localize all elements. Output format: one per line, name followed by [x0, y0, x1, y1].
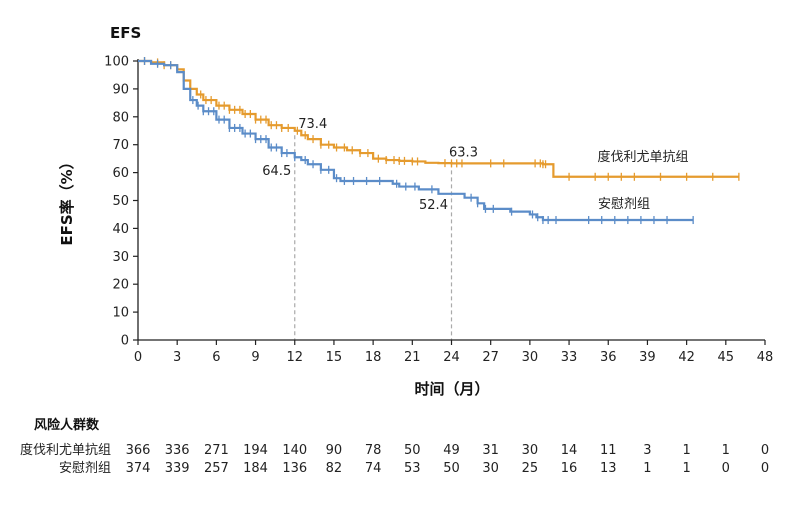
risk-count: 11	[600, 443, 617, 458]
annotation-label: 73.4	[298, 117, 327, 132]
y-tick-label: 60	[112, 166, 129, 181]
x-tick-label: 24	[443, 350, 460, 365]
y-tick-label: 100	[104, 55, 129, 70]
risk-count: 50	[443, 461, 460, 476]
annotations: 73.4 64.5 63.3 52.4	[262, 117, 478, 213]
x-tick-label: 39	[639, 350, 656, 365]
risk-count: 30	[522, 443, 539, 458]
series-label-1: 安慰剂组	[598, 197, 650, 212]
risk-count: 136	[282, 461, 307, 476]
x-tick-label: 9	[251, 350, 259, 365]
risk-count: 374	[126, 461, 151, 476]
x-tick-label: 48	[757, 350, 774, 365]
risk-count: 257	[204, 461, 229, 476]
risk-count: 1	[722, 443, 730, 458]
risk-count: 0	[722, 461, 730, 476]
x-tick-label: 45	[718, 350, 735, 365]
annotation-label: 63.3	[449, 145, 478, 160]
risk-count: 50	[404, 443, 421, 458]
risk-count: 1	[682, 461, 690, 476]
x-tick-label: 0	[134, 350, 142, 365]
risk-count: 271	[204, 443, 229, 458]
risk-count: 31	[482, 443, 499, 458]
annotation-label: 64.5	[262, 164, 291, 179]
risk-row-label: 安慰剂组	[59, 461, 111, 476]
risk-count: 0	[761, 461, 769, 476]
vertical-reference-lines	[294, 135, 453, 340]
y-tick-label: 30	[112, 250, 129, 265]
x-tick-label: 33	[561, 350, 578, 365]
y-tick-label: 50	[112, 194, 129, 209]
risk-count: 25	[522, 461, 539, 476]
risk-count: 14	[561, 443, 578, 458]
risk-count: 49	[443, 443, 460, 458]
y-tick-label: 80	[112, 110, 129, 125]
risk-count: 184	[243, 461, 268, 476]
risk-count: 140	[282, 443, 307, 458]
risk-count: 0	[761, 443, 769, 458]
annotation-label: 52.4	[419, 198, 448, 213]
x-tick-label: 30	[522, 350, 539, 365]
risk-count: 30	[482, 461, 499, 476]
risk-count: 336	[165, 443, 190, 458]
risk-table-title: 风险人群数	[34, 417, 100, 433]
risk-count: 82	[326, 461, 343, 476]
risk-count: 1	[643, 461, 651, 476]
x-tick-label: 36	[600, 350, 617, 365]
x-tick-label: 3	[173, 350, 181, 365]
chart-title: EFS	[110, 24, 141, 42]
risk-count: 1	[682, 443, 690, 458]
series-label-0: 度伐利尤单抗组	[597, 149, 688, 165]
risk-count: 194	[243, 443, 268, 458]
y-axis-label: EFS率（%）	[58, 154, 76, 245]
risk-count: 13	[600, 461, 617, 476]
risk-count: 3	[643, 443, 651, 458]
y-tick-label: 90	[112, 82, 129, 97]
risk-count: 90	[326, 443, 343, 458]
risk-count: 339	[165, 461, 190, 476]
x-axis-label: 时间（月）	[414, 380, 489, 398]
risk-count: 366	[126, 443, 151, 458]
risk-count: 53	[404, 461, 421, 476]
x-tick-label: 18	[365, 350, 382, 365]
risk-count: 16	[561, 461, 578, 476]
y-tick-label: 10	[112, 306, 129, 321]
x-tick-label: 27	[482, 350, 499, 365]
risk-count: 78	[365, 443, 382, 458]
y-tick-label: 20	[112, 278, 129, 293]
y-tick-label: 40	[112, 222, 129, 237]
series-line-1	[138, 59, 694, 222]
y-tick-label: 70	[112, 138, 129, 153]
x-tick-label: 12	[286, 350, 303, 365]
x-tick-label: 21	[404, 350, 421, 365]
x-tick-label: 15	[326, 350, 343, 365]
risk-count: 74	[365, 461, 382, 476]
y-tick-label: 0	[121, 334, 129, 349]
x-tick-label: 6	[212, 350, 220, 365]
x-tick-label: 42	[678, 350, 695, 365]
risk-row-label: 度伐利尤单抗组	[20, 442, 111, 458]
